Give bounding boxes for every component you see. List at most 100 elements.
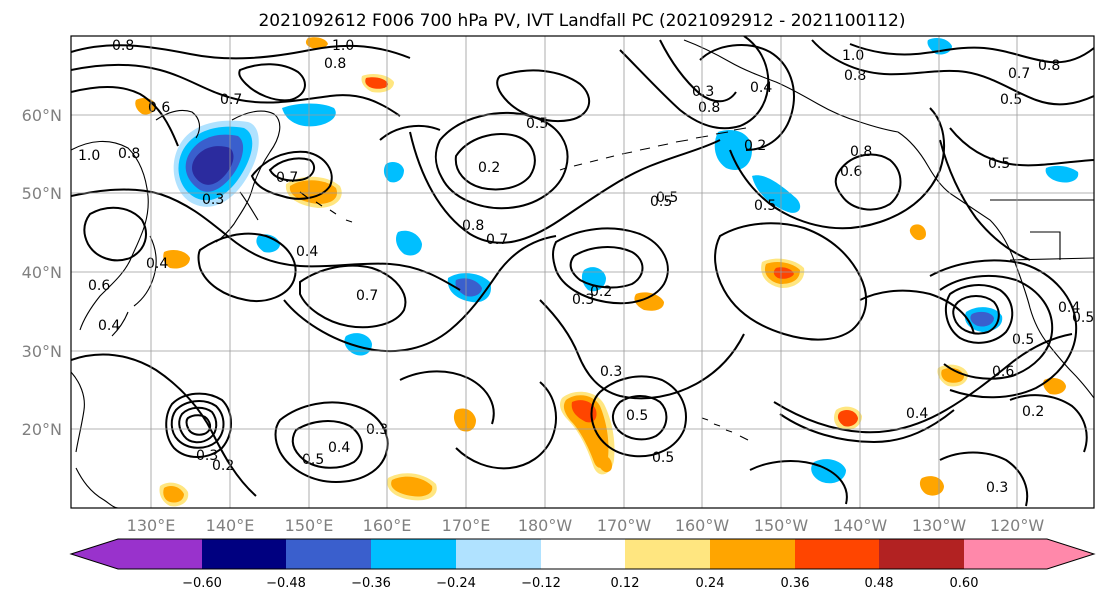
shade-patch-pos-mid [919,476,944,496]
contour-label: 0.3 [600,364,622,380]
contour-label: 0.8 [324,56,346,72]
contour-label: 0.3 [572,292,594,308]
contour-label: 0.6 [148,100,170,116]
shading-layer [135,37,1079,507]
pv-contour [71,188,461,291]
contour-label: 0.4 [146,256,168,272]
lon-label: 170°W [597,516,652,535]
lon-label: 180°W [518,516,573,535]
contour-label: 0.6 [88,278,110,294]
lon-label: 160°W [675,516,730,535]
contour-label: 0.4 [328,440,350,456]
contour-label: 0.6 [840,164,862,180]
contour-label: 0.2 [744,138,766,154]
pv-contour [291,420,363,469]
pv-contour [714,222,868,341]
pv-contour [197,232,297,302]
shade-patch-pos-strong [571,400,597,423]
map-frame [70,35,1095,509]
coastline-asia [71,140,149,508]
lon-label: 130°W [912,516,967,535]
contour-layer [71,36,1094,507]
pv-contour [779,409,955,444]
lat-label-40n: 40°N [22,263,62,282]
shade-patch-pos-mid [634,292,664,311]
pv-contour [409,131,721,244]
shade-patch-neg-light [396,230,422,256]
contour-label: 0.5 [1072,310,1094,326]
pv-contour [569,246,644,289]
colorbar-bin [710,539,796,569]
pv-contour [749,460,848,505]
contour-label: 0.2 [478,160,500,176]
pv-contour [268,157,316,182]
coastline-okhotsk [155,109,259,221]
colorbar-tick-label: 0.60 [950,576,979,591]
contour-label: 0.8 [844,68,866,84]
pv-contour [939,451,1029,507]
pv-contour [83,206,147,262]
pv-contour [379,124,441,141]
shade-patch-neg-light [344,333,372,356]
map-panel: 0.8 1.0 0.8 0.6 0.7 1.0 0.8 0.7 0.7 0.3 … [70,35,1095,509]
pv-contour [496,69,591,122]
contour-label: 0.3 [366,422,388,438]
pv-contour [71,86,179,147]
pv-contour [849,43,1094,64]
contour-label: 0.4 [1058,300,1080,316]
shade-patch-neg-dark [192,146,234,185]
contour-label: 0.8 [1038,58,1060,74]
colorbar-tick-label: −0.48 [266,576,306,591]
shade-patch-pos-mid [909,224,926,241]
colorbar-bin [286,539,372,569]
pv-contour [434,112,569,210]
pv-contour [952,295,1000,335]
pv-contour [250,150,333,200]
contour-label: 0.5 [526,116,548,132]
pv-contour [170,400,225,449]
colorbar-bin [795,539,880,569]
shade-patch-neg-mid [455,278,482,297]
lat-label-30n: 30°N [22,342,62,361]
lat-label-50n: 50°N [22,184,62,203]
lon-label: 150°W [754,516,809,535]
contour-label: 0.8 [850,144,872,160]
shade-patch-neg-light [581,267,606,292]
contour-label: 0.5 [1012,332,1034,348]
pv-contour [539,299,745,400]
shade-patch-pos-mid [305,37,328,49]
pv-contour [274,401,389,484]
contour-label: 0.4 [906,406,928,422]
contour-label: 0.5 [988,156,1010,172]
contour-label: 0.2 [212,458,234,474]
coastline-border-us-canada [990,199,1094,261]
pv-contour [834,153,902,211]
contour-label: 0.5 [302,452,324,468]
colorbar-tick-label: 0.24 [696,576,725,591]
contour-label: 0.3 [202,192,224,208]
pv-contour [811,39,1094,106]
contour-label: 0.8 [698,100,720,116]
pv-contour [71,63,401,117]
colorbar-bin [202,539,287,569]
shade-patch-pos-mid [453,408,476,432]
shade-patch-pos-mid [1043,378,1066,395]
contour-label: 0.6 [992,364,1014,380]
colorbar-bin [964,539,1047,569]
pv-contour [773,333,1073,434]
colorbar-tick-label: −0.36 [351,576,391,591]
contour-label: 1.0 [78,148,100,164]
colorbar-extend-high [1047,539,1094,569]
colorbar-tick-label: 0.36 [781,576,810,591]
colorbar-bin [371,539,457,569]
longitude-labels: 130°E 140°E 150°E 160°E 170°E 180°W 170°… [127,516,1045,535]
pv-contour [699,44,795,151]
colorbar-tick-label: −0.60 [182,576,222,591]
coastline-japan [111,235,157,337]
contour-label: 0.3 [196,448,218,464]
pv-contour [590,375,687,458]
contour-label: 0.7 [276,170,298,186]
contour-label: 0.8 [462,218,484,234]
contour-label: 0.3 [692,84,714,100]
